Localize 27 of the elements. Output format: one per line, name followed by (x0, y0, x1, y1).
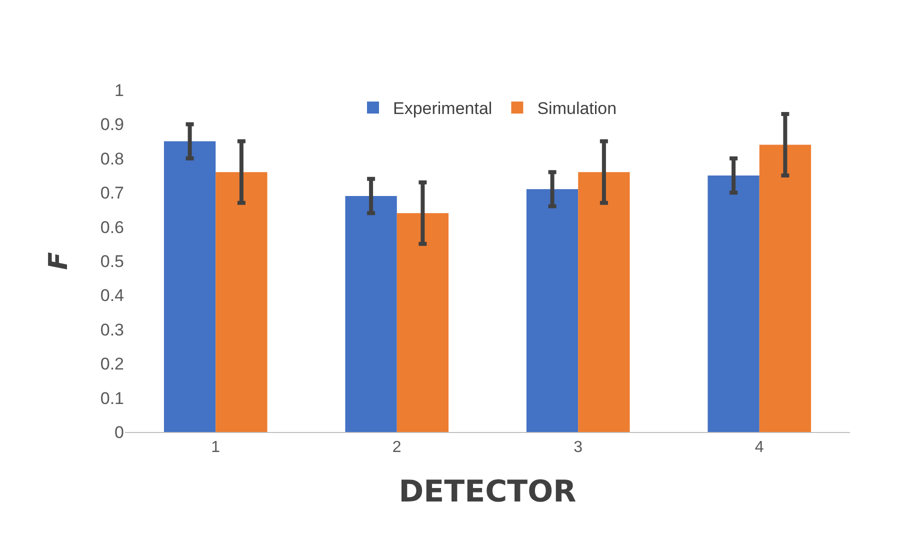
y-tick-label: 0 (114, 422, 124, 442)
x-axis-title: DETECTOR (398, 474, 576, 510)
bar (396, 213, 449, 432)
bar (526, 189, 578, 432)
y-tick-label: 0.5 (100, 252, 124, 271)
y-tick-label: 0.8 (100, 149, 124, 168)
y-tick-label: 0.6 (100, 218, 124, 237)
bar (708, 176, 760, 432)
y-tick-label: 0.7 (100, 184, 124, 203)
bar (759, 144, 812, 432)
x-tick-label: 4 (754, 439, 764, 456)
y-tick-label: 1 (114, 80, 124, 100)
y-tick-label: 0.2 (100, 354, 124, 374)
legend-label: Experimental (393, 99, 492, 118)
x-tick-label: 2 (392, 439, 402, 456)
y-tick-label: 0.4 (100, 286, 124, 306)
y-axis-title: F (44, 252, 74, 270)
bar (164, 141, 216, 432)
x-tick-label: 1 (211, 439, 220, 456)
bar (345, 196, 397, 432)
bar (578, 172, 630, 432)
x-tick-label: 3 (574, 439, 583, 456)
y-tick-label: 0.1 (100, 388, 124, 408)
y-tick-label: 0.3 (100, 320, 124, 340)
bar (216, 172, 268, 432)
y-tick-label: 0.9 (100, 115, 124, 134)
legend-label: Simulation (537, 99, 617, 118)
